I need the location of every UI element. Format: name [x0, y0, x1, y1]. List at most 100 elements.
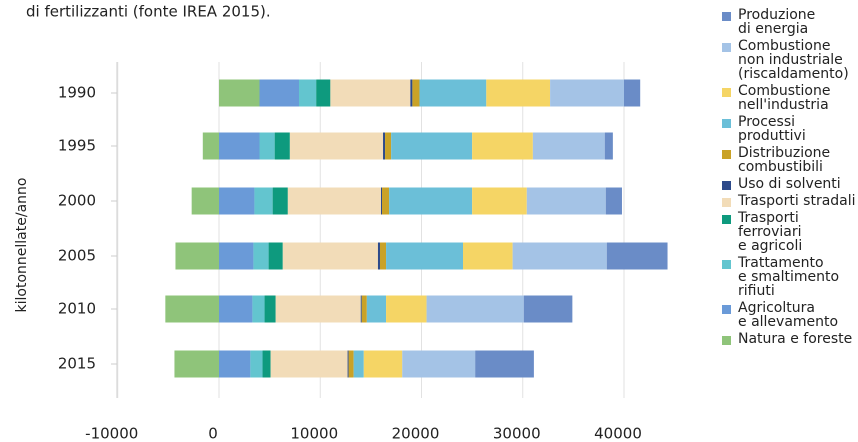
legend-label: Combustione nell'industria: [738, 83, 831, 113]
bar-segment: [191, 187, 219, 215]
bar-segment: [381, 187, 383, 215]
bar-segment: [298, 79, 317, 107]
x-tick-label: 20000: [392, 425, 440, 442]
legend-swatch: [722, 336, 731, 345]
bar-segment: [202, 132, 219, 160]
legend-swatch: [722, 260, 731, 269]
bar-segment: [606, 242, 668, 270]
bar-segment: [353, 350, 364, 378]
bar-segment: [219, 132, 260, 160]
bar-segment: [377, 242, 380, 270]
bar-segment: [282, 242, 378, 270]
legend-label: Processi produttivi: [738, 114, 806, 144]
bar-segment: [385, 132, 392, 160]
bar-segment: [253, 242, 269, 270]
bar-segment: [605, 187, 622, 215]
legend-item: Uso di solventi: [722, 177, 858, 191]
legend-item: Combustione nell'industria: [722, 84, 858, 112]
legend-item: Natura e foreste: [722, 332, 858, 346]
bar-segment: [252, 295, 265, 323]
bar-segment: [262, 350, 271, 378]
bar-segment: [165, 295, 219, 323]
bar-segment: [366, 295, 387, 323]
legend-swatch: [722, 198, 731, 207]
y-tick-label: 1995: [58, 137, 96, 155]
legend-swatch: [722, 181, 731, 190]
legend-swatch: [722, 150, 731, 159]
bar-segment: [426, 295, 524, 323]
legend-item: Agricoltura e allevamento: [722, 301, 858, 329]
bar-segment: [532, 132, 605, 160]
legend-item: Processi produttivi: [722, 115, 858, 143]
x-tick-label: 0: [208, 425, 218, 442]
legend-item: Distribuzione combustibili: [722, 146, 858, 174]
bar-segment: [526, 187, 606, 215]
bar-segment: [463, 242, 513, 270]
legend-label: Uso di solventi: [738, 176, 841, 192]
bar-segment: [219, 242, 254, 270]
bar-segment: [287, 187, 381, 215]
bar-segment: [268, 242, 283, 270]
legend-swatch: [722, 12, 731, 21]
bar-segment: [410, 79, 413, 107]
bar-segment: [386, 242, 464, 270]
legend-label: Trattamento e smaltimento rifiuti: [738, 255, 840, 299]
legend-swatch: [722, 215, 731, 224]
legend-label: Natura e foreste: [738, 331, 853, 347]
legend: Produzione di energia Combustione non ind…: [722, 8, 858, 349]
bar-segment: [264, 295, 276, 323]
x-tick-label: 30000: [493, 425, 541, 442]
bar-segment: [391, 132, 473, 160]
bar-segment: [274, 132, 290, 160]
bar-segment: [270, 350, 348, 378]
bar-segment: [523, 295, 573, 323]
bar-segment: [475, 350, 534, 378]
legend-swatch: [722, 305, 731, 314]
bar-segment: [379, 242, 387, 270]
bar-segment: [382, 187, 390, 215]
bar-segment: [363, 350, 403, 378]
bar-segment: [289, 132, 384, 160]
y-axis-label: kilotonnellate/anno: [14, 178, 30, 313]
y-tick-label: 2000: [58, 192, 96, 210]
bar-segment: [604, 132, 613, 160]
x-tick-label: 10000: [290, 425, 338, 442]
bar-segment: [347, 350, 349, 378]
bar-segment: [316, 79, 331, 107]
legend-label: Agricoltura e allevamento: [738, 300, 839, 330]
legend-label: Produzione di energia: [738, 7, 816, 37]
bar-segment: [272, 187, 288, 215]
bar-segment: [348, 350, 354, 378]
legend-item: Trattamento e smaltimento rifiuti: [722, 256, 858, 298]
bar-segment: [259, 79, 299, 107]
bar-segment: [412, 79, 420, 107]
bar-segment: [250, 350, 263, 378]
legend-swatch: [722, 43, 731, 52]
y-tick-label: 2010: [58, 300, 96, 318]
bar-segment: [419, 79, 487, 107]
bar-segment: [550, 79, 624, 107]
bar-segment: [389, 187, 473, 215]
legend-item: Combustione non industriale (riscaldamen…: [722, 39, 858, 81]
bar-segment: [361, 295, 367, 323]
legend-label: Trasporti stradali: [738, 193, 856, 209]
subtitle: di fertilizzanti (fonte IREA 2015).: [26, 3, 271, 21]
bar-segment: [259, 132, 275, 160]
bar-segment: [254, 187, 273, 215]
legend-swatch: [722, 88, 731, 97]
legend-swatch: [722, 119, 731, 128]
bar-segment: [472, 187, 527, 215]
bar-segment: [386, 295, 427, 323]
bar-segment: [624, 79, 641, 107]
bar-segment: [360, 295, 362, 323]
bar-segment: [402, 350, 476, 378]
bar-segment: [219, 350, 251, 378]
bar-segment: [175, 242, 219, 270]
bar-segment: [472, 132, 533, 160]
y-tick-label: 2015: [58, 355, 96, 373]
bar-segment: [330, 79, 411, 107]
bar-segment: [219, 79, 260, 107]
legend-item: Trasporti ferroviari e agricoli: [722, 211, 858, 253]
